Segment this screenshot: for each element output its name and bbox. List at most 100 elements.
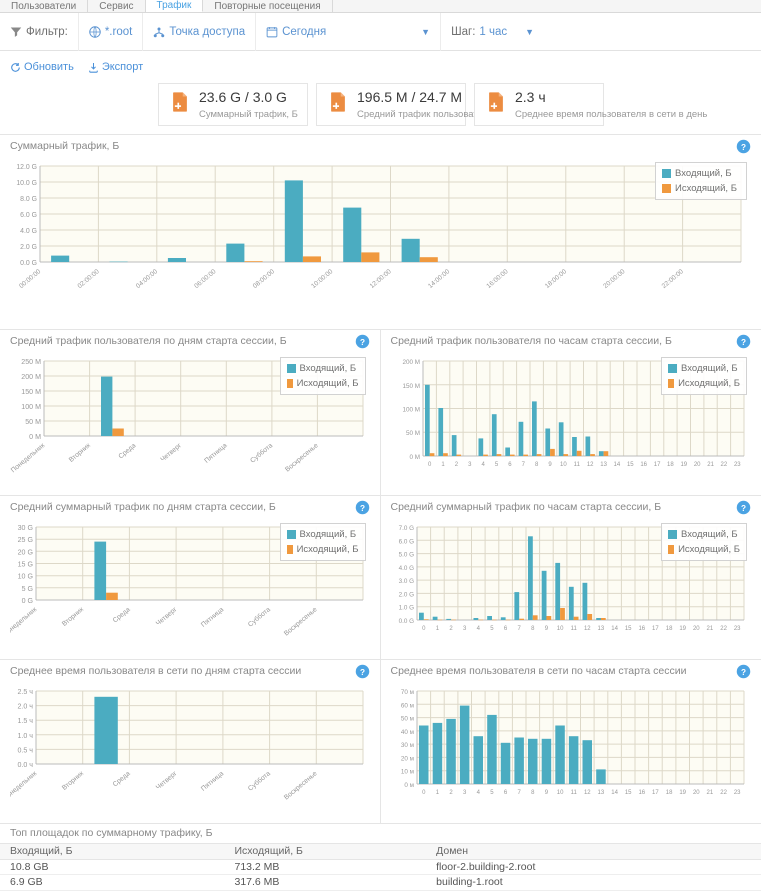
svg-text:12: 12: [583, 790, 590, 796]
svg-text:19: 19: [679, 790, 686, 796]
svg-text:1: 1: [441, 462, 445, 468]
svg-text:16: 16: [638, 790, 645, 796]
svg-text:2.0 G: 2.0 G: [398, 591, 414, 598]
svg-text:0: 0: [428, 462, 432, 468]
svg-text:16: 16: [640, 462, 647, 468]
svg-text:2: 2: [454, 462, 458, 468]
svg-text:?: ?: [359, 668, 364, 677]
svg-text:1: 1: [435, 626, 439, 632]
svg-text:0 M: 0 M: [409, 454, 420, 461]
svg-text:23: 23: [733, 790, 740, 796]
svg-text:100 M: 100 M: [21, 403, 41, 411]
svg-text:12: 12: [583, 626, 590, 632]
svg-text:06:00:00: 06:00:00: [193, 268, 217, 290]
svg-text:0 м: 0 м: [404, 782, 414, 789]
svg-text:2.5 ч: 2.5 ч: [17, 688, 33, 696]
svg-text:11: 11: [570, 790, 577, 796]
svg-text:17: 17: [652, 626, 659, 632]
svg-text:16: 16: [638, 626, 645, 632]
svg-text:3: 3: [463, 790, 467, 796]
svg-text:04:00:00: 04:00:00: [135, 268, 159, 290]
svg-text:?: ?: [741, 668, 746, 677]
svg-text:9: 9: [544, 790, 548, 796]
svg-text:2: 2: [449, 790, 453, 796]
svg-text:7: 7: [517, 790, 521, 796]
svg-text:7: 7: [521, 462, 525, 468]
svg-text:10:00:00: 10:00:00: [310, 268, 334, 290]
svg-text:Пятница: Пятница: [203, 442, 228, 465]
svg-text:12: 12: [586, 462, 593, 468]
svg-text:70 м: 70 м: [400, 689, 413, 696]
svg-text:19: 19: [680, 462, 687, 468]
svg-text:5: 5: [490, 626, 494, 632]
svg-text:22: 22: [720, 626, 727, 632]
svg-text:0 G: 0 G: [22, 597, 33, 605]
svg-text:Вторник: Вторник: [68, 442, 92, 464]
svg-text:15: 15: [624, 790, 631, 796]
svg-text:5 G: 5 G: [22, 585, 33, 593]
svg-text:200 M: 200 M: [402, 359, 420, 366]
svg-text:8: 8: [535, 462, 539, 468]
svg-text:14:00:00: 14:00:00: [427, 268, 451, 290]
svg-text:Среда: Среда: [112, 606, 132, 624]
svg-text:20: 20: [692, 790, 699, 796]
svg-text:?: ?: [741, 143, 746, 152]
svg-text:30 G: 30 G: [18, 524, 33, 532]
svg-text:Пятница: Пятница: [200, 770, 225, 793]
svg-text:8: 8: [531, 626, 535, 632]
svg-text:6.0 G: 6.0 G: [20, 212, 37, 219]
svg-text:12.0 G: 12.0 G: [16, 164, 37, 171]
svg-text:10.0 G: 10.0 G: [16, 180, 37, 187]
svg-text:Вторник: Вторник: [61, 606, 85, 628]
svg-text:19: 19: [679, 626, 686, 632]
svg-text:0.0 G: 0.0 G: [398, 618, 414, 625]
svg-text:?: ?: [741, 504, 746, 513]
svg-text:20 G: 20 G: [18, 548, 33, 556]
svg-text:100 M: 100 M: [402, 407, 420, 414]
svg-text:5: 5: [494, 462, 498, 468]
svg-text:20:00:00: 20:00:00: [602, 268, 626, 290]
svg-text:17: 17: [653, 462, 660, 468]
svg-text:23: 23: [733, 626, 740, 632]
svg-text:5.0 G: 5.0 G: [398, 552, 414, 559]
svg-text:1: 1: [435, 790, 439, 796]
svg-text:50 M: 50 M: [406, 430, 420, 437]
svg-text:22:00:00: 22:00:00: [661, 268, 685, 290]
svg-text:21: 21: [707, 462, 714, 468]
svg-text:4.0 G: 4.0 G: [20, 228, 37, 235]
svg-text:15: 15: [626, 462, 633, 468]
svg-text:Пятница: Пятница: [200, 606, 225, 629]
svg-text:14: 14: [613, 462, 620, 468]
svg-text:30 м: 30 м: [400, 742, 413, 749]
svg-text:3.0 G: 3.0 G: [398, 578, 414, 585]
svg-text:Понедельник: Понедельник: [10, 606, 38, 638]
svg-text:?: ?: [359, 338, 364, 347]
svg-text:9: 9: [544, 626, 548, 632]
svg-text:2: 2: [449, 626, 453, 632]
svg-text:18: 18: [667, 462, 674, 468]
svg-text:Вторник: Вторник: [61, 770, 85, 792]
svg-text:Суббота: Суббота: [246, 605, 272, 628]
svg-text:10 G: 10 G: [18, 573, 33, 581]
svg-text:3: 3: [468, 462, 472, 468]
svg-text:4: 4: [476, 626, 480, 632]
svg-text:?: ?: [741, 338, 746, 347]
svg-text:9: 9: [548, 462, 552, 468]
svg-text:0.5 ч: 0.5 ч: [17, 746, 33, 754]
svg-text:11: 11: [573, 462, 580, 468]
svg-text:1.5 ч: 1.5 ч: [17, 717, 33, 725]
svg-text:Среда: Среда: [112, 770, 132, 788]
svg-text:0: 0: [422, 790, 426, 796]
svg-text:4: 4: [476, 790, 480, 796]
svg-text:0.0 G: 0.0 G: [20, 260, 37, 267]
svg-text:11: 11: [570, 626, 577, 632]
svg-text:6: 6: [508, 462, 512, 468]
svg-text:20 м: 20 м: [400, 755, 413, 762]
svg-text:7.0 G: 7.0 G: [398, 525, 414, 532]
svg-text:60 м: 60 м: [400, 702, 413, 709]
svg-text:Четверг: Четверг: [155, 770, 179, 792]
svg-text:13: 13: [597, 626, 604, 632]
svg-text:150 M: 150 M: [402, 383, 420, 390]
svg-text:22: 22: [720, 790, 727, 796]
svg-text:00:00:00: 00:00:00: [18, 268, 42, 290]
